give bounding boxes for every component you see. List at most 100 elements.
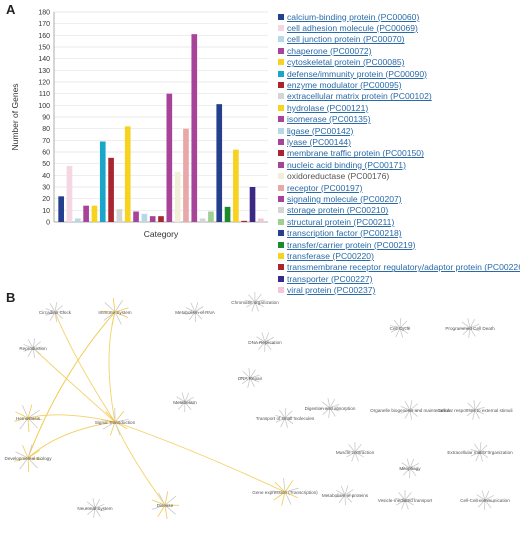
legend-label[interactable]: cytoskeletal protein (PC00085) bbox=[287, 57, 405, 68]
legend-item[interactable]: nucleic acid binding (PC00171) bbox=[278, 159, 518, 170]
pathway-node[interactable]: Neuronal System bbox=[77, 498, 113, 518]
bar[interactable] bbox=[58, 196, 64, 222]
pathway-node[interactable]: Organelle biogenesis and maintenance bbox=[370, 400, 450, 420]
pathway-node[interactable]: Cellular responses to external stimuli bbox=[437, 400, 513, 420]
legend-item[interactable]: receptor (PC00197) bbox=[278, 182, 518, 193]
legend-item[interactable]: transporter (PC00227) bbox=[278, 273, 518, 284]
legend-item[interactable]: transferase (PC00220) bbox=[278, 250, 518, 261]
legend-label[interactable]: lyase (PC00144) bbox=[287, 136, 352, 147]
legend-item[interactable]: extracellular matrix protein (PC00102) bbox=[278, 91, 518, 102]
bar[interactable] bbox=[249, 187, 256, 222]
legend-item[interactable]: lyase (PC00144) bbox=[278, 136, 518, 147]
bar[interactable] bbox=[99, 141, 106, 223]
legend-item[interactable]: transcription factor (PC00218) bbox=[278, 227, 518, 238]
bar[interactable] bbox=[183, 128, 189, 222]
pathway-node[interactable]: Cell-Cell communication bbox=[460, 490, 510, 511]
pathway-node[interactable]: DNA Replication bbox=[248, 332, 282, 353]
bar[interactable] bbox=[224, 206, 231, 222]
pathway-node[interactable]: Cell Cycle bbox=[390, 318, 411, 338]
pathway-node[interactable]: Digestion and absorption bbox=[305, 398, 356, 418]
bar[interactable] bbox=[233, 149, 239, 222]
bar[interactable] bbox=[108, 157, 114, 222]
pathway-node[interactable]: Reproduction bbox=[19, 338, 47, 358]
legend-label[interactable]: hydrolase (PC00121) bbox=[287, 102, 369, 113]
legend-item[interactable]: structural protein (PC00211) bbox=[278, 216, 518, 227]
legend-label[interactable]: nucleic acid binding (PC00171) bbox=[287, 159, 406, 170]
bar[interactable] bbox=[174, 171, 181, 222]
legend-item[interactable]: ligase (PC00142) bbox=[278, 125, 518, 136]
legend-label[interactable]: structural protein (PC00211) bbox=[287, 216, 395, 227]
pathway-node[interactable]: DNA Repair bbox=[238, 368, 263, 388]
legend-label[interactable]: receptor (PC00197) bbox=[287, 182, 363, 193]
bar[interactable] bbox=[258, 218, 264, 223]
legend-label[interactable]: chaperone (PC00072) bbox=[287, 45, 372, 56]
legend-item[interactable]: transfer/carrier protein (PC00219) bbox=[278, 239, 518, 250]
legend-label[interactable]: defense/immunity protein (PC00090) bbox=[287, 68, 427, 79]
pathway-node[interactable]: Extracellular matrix organization bbox=[447, 442, 513, 462]
bar[interactable] bbox=[191, 34, 198, 222]
legend-item[interactable]: oxidoreductase (PC00176) bbox=[278, 170, 518, 181]
bar[interactable] bbox=[199, 218, 206, 223]
legend-label[interactable]: cell junction protein (PC00070) bbox=[287, 34, 405, 45]
pathway-node[interactable]: Disease bbox=[151, 491, 180, 519]
pathway-node[interactable]: Hemostasis bbox=[14, 404, 42, 432]
pathway-node[interactable]: Signal Transduction bbox=[95, 407, 136, 436]
legend-item[interactable]: calcium-binding protein (PC00060) bbox=[278, 11, 518, 22]
legend-item[interactable]: membrane traffic protein (PC00150) bbox=[278, 148, 518, 159]
legend-item[interactable]: enzyme modulator (PC00095) bbox=[278, 79, 518, 90]
legend-label[interactable]: cell adhesion molecule (PC00069) bbox=[287, 23, 418, 34]
pathway-node[interactable]: Mitophagy bbox=[399, 458, 421, 479]
legend-label[interactable]: transporter (PC00227) bbox=[287, 273, 373, 284]
legend-item[interactable]: chaperone (PC00072) bbox=[278, 45, 518, 56]
bar[interactable] bbox=[149, 216, 156, 222]
legend-item[interactable]: cell junction protein (PC00070) bbox=[278, 34, 518, 45]
legend-label[interactable]: signaling molecule (PC00207) bbox=[287, 193, 402, 204]
bar[interactable] bbox=[141, 213, 148, 222]
pathway-node[interactable]: Metabolism of proteins bbox=[322, 485, 369, 506]
legend-item[interactable]: storage protein (PC00210) bbox=[278, 205, 518, 216]
legend-label[interactable]: transmembrane receptor regulatory/adapto… bbox=[287, 262, 520, 273]
legend-label[interactable]: storage protein (PC00210) bbox=[287, 205, 389, 216]
legend-item[interactable]: defense/immunity protein (PC00090) bbox=[278, 68, 518, 79]
pathway-node[interactable]: Developmental Biology bbox=[5, 444, 53, 472]
pathway-node[interactable]: Programmed Cell Death bbox=[445, 318, 495, 338]
legend-label[interactable]: viral protein (PC00237) bbox=[287, 285, 376, 296]
legend-label[interactable]: extracellular matrix protein (PC00102) bbox=[287, 91, 432, 102]
legend-item[interactable]: hydrolase (PC00121) bbox=[278, 102, 518, 113]
pathway-node[interactable]: Muscle contraction bbox=[336, 441, 375, 462]
pathway-node[interactable]: Gene expression (Transcription) bbox=[252, 478, 318, 506]
legend-label[interactable]: transfer/carrier protein (PC00219) bbox=[287, 239, 416, 250]
legend-item[interactable]: signaling molecule (PC00207) bbox=[278, 193, 518, 204]
pathway-node[interactable]: Circadian Clock bbox=[39, 302, 72, 322]
legend-label[interactable]: transcription factor (PC00218) bbox=[287, 228, 402, 239]
pathway-node[interactable]: Metabolism of RNA bbox=[175, 302, 216, 323]
pathway-node[interactable]: Transport of small molecules bbox=[256, 408, 315, 428]
bar[interactable] bbox=[116, 209, 123, 222]
legend-label[interactable]: transferase (PC00220) bbox=[287, 250, 374, 261]
bar[interactable] bbox=[74, 218, 81, 223]
bar[interactable] bbox=[216, 104, 223, 222]
pathway-node[interactable]: Chromatin organization bbox=[231, 291, 279, 312]
bar[interactable] bbox=[124, 126, 131, 222]
pathway-node[interactable]: Metabolism bbox=[173, 392, 197, 413]
legend-item[interactable]: isomerase (PC00135) bbox=[278, 114, 518, 125]
legend-label[interactable]: calcium-binding protein (PC00060) bbox=[287, 11, 420, 22]
legend-item[interactable]: viral protein (PC00237) bbox=[278, 284, 518, 295]
bar[interactable] bbox=[133, 211, 139, 223]
bar[interactable] bbox=[166, 93, 173, 223]
pathway-node[interactable]: Vesicle-mediated transport bbox=[378, 489, 433, 510]
bar[interactable] bbox=[91, 205, 98, 222]
bar[interactable] bbox=[158, 216, 164, 222]
bar[interactable] bbox=[66, 166, 73, 222]
legend-item[interactable]: cytoskeletal protein (PC00085) bbox=[278, 57, 518, 68]
legend-label[interactable]: membrane traffic protein (PC00150) bbox=[287, 148, 424, 159]
legend-label[interactable]: isomerase (PC00135) bbox=[287, 114, 371, 125]
legend-item[interactable]: transmembrane receptor regulatory/adapto… bbox=[278, 262, 520, 273]
bar[interactable] bbox=[241, 220, 248, 222]
bar[interactable] bbox=[83, 205, 89, 222]
bar[interactable] bbox=[208, 211, 214, 223]
legend-label[interactable]: enzyme modulator (PC00095) bbox=[287, 80, 402, 91]
pathway-node[interactable]: Immune System bbox=[98, 298, 132, 326]
legend-item[interactable]: cell adhesion molecule (PC00069) bbox=[278, 22, 518, 33]
legend-label[interactable]: ligase (PC00142) bbox=[287, 125, 354, 136]
